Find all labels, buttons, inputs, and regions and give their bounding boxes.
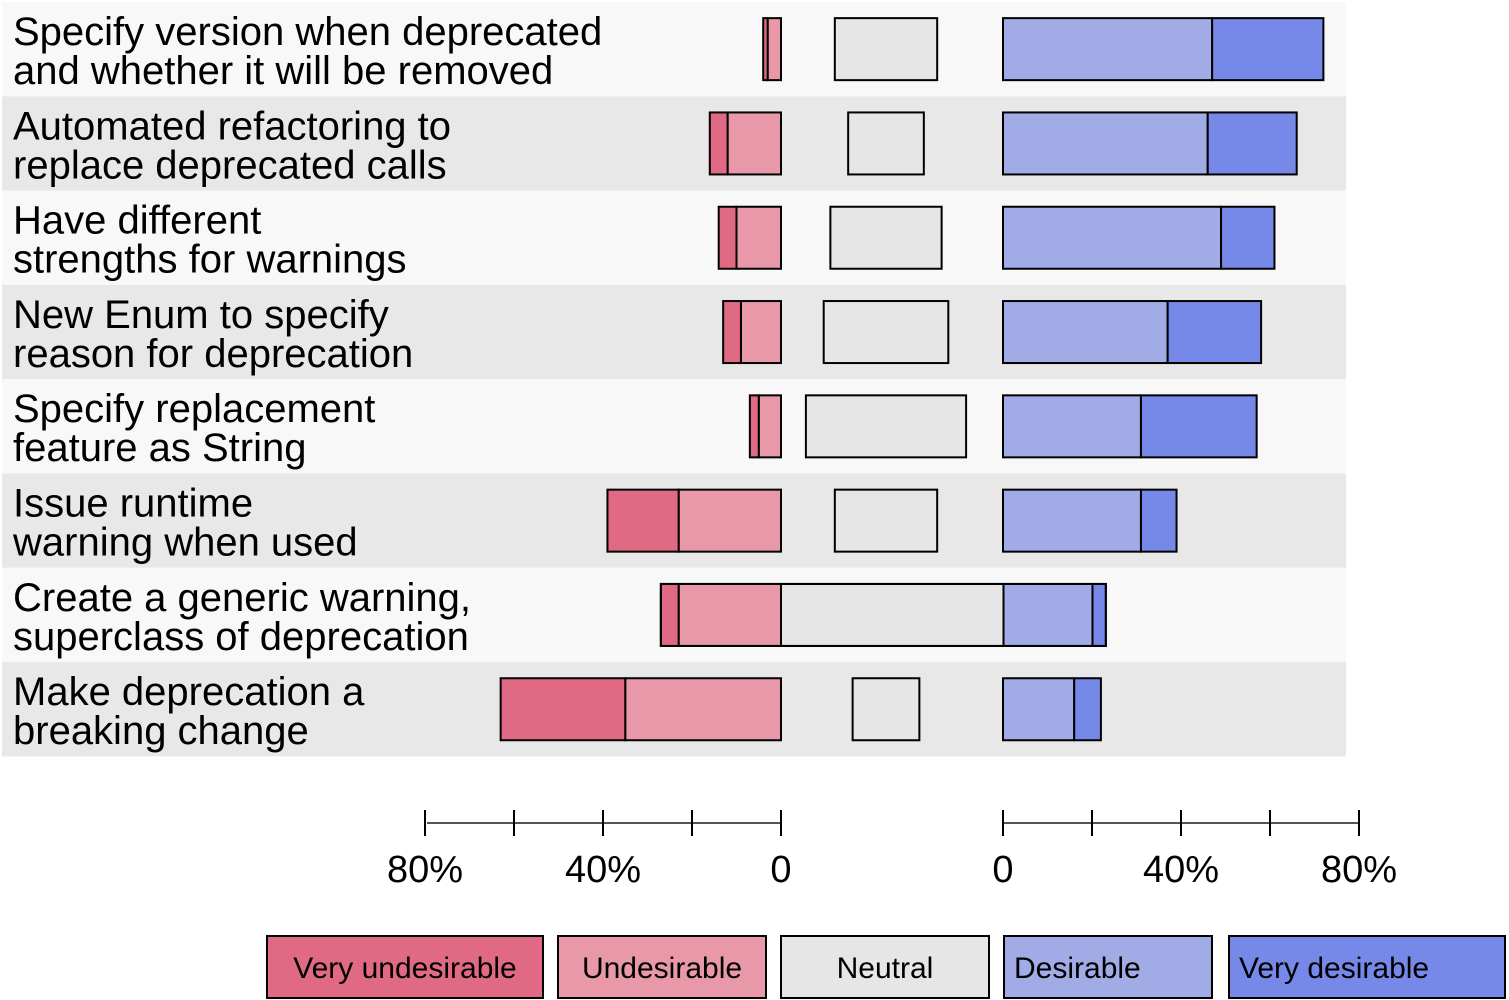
bar-neutral-create-a-generic-warning-superclass-of-deprecation bbox=[780, 582, 1005, 647]
bars bbox=[499, 17, 1325, 742]
row-label-line: feature as String bbox=[13, 426, 307, 470]
bar-neutral-automated-refactoring-to-replace-deprecated-calls bbox=[847, 111, 925, 176]
bar-neutral-have-different-strengths-for-warnings bbox=[829, 205, 943, 270]
bar-very-undesirable-issue-runtime-warning-when-used bbox=[606, 488, 680, 553]
bar-undesirable-specify-version-when-deprecated-and-whether-it-will-be-removed bbox=[766, 17, 783, 82]
x-tick-label: 40% bbox=[1143, 849, 1219, 891]
row-label-line: strengths for warnings bbox=[13, 238, 407, 282]
row-label-line: Have different bbox=[13, 199, 261, 243]
bar-undesirable-specify-replacement-feature-as-string bbox=[757, 394, 782, 459]
row-label-line: New Enum to specify bbox=[13, 293, 389, 337]
bar-neutral-specify-replacement-feature-as-string bbox=[804, 394, 968, 459]
bar-very-desirable-make-deprecation-a-breaking-change bbox=[1073, 677, 1102, 742]
bar-desirable-have-different-strengths-for-warnings bbox=[1002, 205, 1223, 270]
row-label-line: Issue runtime bbox=[13, 482, 253, 526]
bar-very-desirable-issue-runtime-warning-when-used bbox=[1139, 488, 1178, 553]
bar-very-undesirable-create-a-generic-warning-superclass-of-deprecation bbox=[659, 582, 680, 647]
bar-neutral-make-deprecation-a-breaking-change bbox=[851, 677, 921, 742]
bar-very-undesirable-new-enum-to-specify-reason-for-deprecation bbox=[722, 300, 742, 365]
bar-desirable-specify-version-when-deprecated-and-whether-it-will-be-removed bbox=[1002, 17, 1214, 82]
row-label-line: reason for deprecation bbox=[13, 332, 413, 376]
bar-undesirable-automated-refactoring-to-replace-deprecated-calls bbox=[726, 111, 782, 176]
x-tick-label: 0 bbox=[770, 849, 791, 891]
x-tick-label: 80% bbox=[1321, 849, 1397, 891]
legend-swatch-neutral bbox=[780, 935, 990, 999]
legend-label-very-desirable: Very desirable bbox=[1239, 952, 1429, 985]
bar-very-desirable-specify-replacement-feature-as-string bbox=[1139, 394, 1258, 459]
row-label-line: Specify version when deprecated bbox=[13, 10, 602, 54]
bar-neutral-new-enum-to-specify-reason-for-deprecation bbox=[822, 300, 950, 365]
bar-outline-create-a-generic-warning-superclass-of-deprecation bbox=[659, 582, 1107, 647]
bar-undesirable-make-deprecation-a-breaking-change bbox=[624, 677, 782, 742]
bar-neutral-issue-runtime-warning-when-used bbox=[833, 488, 939, 553]
legend-label-neutral: Neutral bbox=[837, 952, 934, 985]
bar-very-desirable-have-different-strengths-for-warnings bbox=[1220, 205, 1276, 270]
bar-undesirable-have-different-strengths-for-warnings bbox=[735, 205, 782, 270]
bar-desirable-issue-runtime-warning-when-used bbox=[1002, 488, 1142, 553]
bar-very-desirable-new-enum-to-specify-reason-for-deprecation bbox=[1166, 300, 1263, 365]
row-label-line: Automated refactoring to bbox=[13, 104, 451, 148]
x-tick-label: 0 bbox=[992, 849, 1013, 891]
bar-very-undesirable-specify-replacement-feature-as-string bbox=[748, 394, 760, 459]
bar-desirable-make-deprecation-a-breaking-change bbox=[1002, 677, 1076, 742]
bar-desirable-create-a-generic-warning-superclass-of-deprecation bbox=[1002, 582, 1094, 647]
x-tick-label: 40% bbox=[565, 849, 641, 891]
bar-very-undesirable-automated-refactoring-to-replace-deprecated-calls bbox=[708, 111, 729, 176]
bar-undesirable-new-enum-to-specify-reason-for-deprecation bbox=[739, 300, 783, 365]
legend: Very undesirable Undesirable Neutral Desira… bbox=[266, 935, 1506, 999]
bar-very-undesirable-specify-version-when-deprecated-and-whether-it-will-be-removed bbox=[762, 17, 769, 82]
bar-very-desirable-automated-refactoring-to-replace-deprecated-calls bbox=[1206, 111, 1298, 176]
bar-neutral-specify-version-when-deprecated-and-whether-it-will-be-removed bbox=[833, 17, 939, 82]
x-axes: 80% 40% 0 0 40% 80% bbox=[387, 810, 1397, 891]
legend-swatch-very-undesirable bbox=[266, 935, 544, 999]
bar-very-undesirable-make-deprecation-a-breaking-change bbox=[499, 677, 627, 742]
legend-swatch-very-desirable bbox=[1228, 935, 1506, 999]
legend-label-undesirable: Undesirable bbox=[582, 952, 742, 985]
bar-undesirable-create-a-generic-warning-superclass-of-deprecation bbox=[677, 582, 783, 647]
row-label-line: Create a generic warning, bbox=[13, 576, 471, 620]
legend-swatch-undesirable bbox=[557, 935, 767, 999]
bar-very-desirable-specify-version-when-deprecated-and-whether-it-will-be-removed bbox=[1211, 17, 1325, 82]
x-tick-label: 80% bbox=[387, 849, 463, 891]
legend-label-desirable: Desirable bbox=[1014, 952, 1141, 985]
legend-label-very-undesirable: Very undesirable bbox=[293, 952, 516, 985]
bar-desirable-automated-refactoring-to-replace-deprecated-calls bbox=[1002, 111, 1209, 176]
row-label-line: and whether it will be removed bbox=[13, 49, 553, 93]
bar-very-undesirable-have-different-strengths-for-warnings bbox=[717, 205, 738, 270]
bar-desirable-new-enum-to-specify-reason-for-deprecation bbox=[1002, 300, 1169, 365]
row-label-line: replace deprecated calls bbox=[13, 143, 447, 187]
row-label-line: warning when used bbox=[12, 521, 358, 565]
bar-undesirable-issue-runtime-warning-when-used bbox=[677, 488, 783, 553]
legend-swatch-desirable bbox=[1003, 935, 1213, 999]
row-label-line: Make deprecation a bbox=[13, 670, 365, 714]
row-label-line: breaking change bbox=[13, 709, 309, 753]
row-label-line: Specify replacement bbox=[13, 387, 375, 431]
row-label-line: superclass of deprecation bbox=[13, 615, 469, 659]
bar-desirable-specify-replacement-feature-as-string bbox=[1002, 394, 1142, 459]
bar-very-desirable-create-a-generic-warning-superclass-of-deprecation bbox=[1091, 582, 1107, 647]
